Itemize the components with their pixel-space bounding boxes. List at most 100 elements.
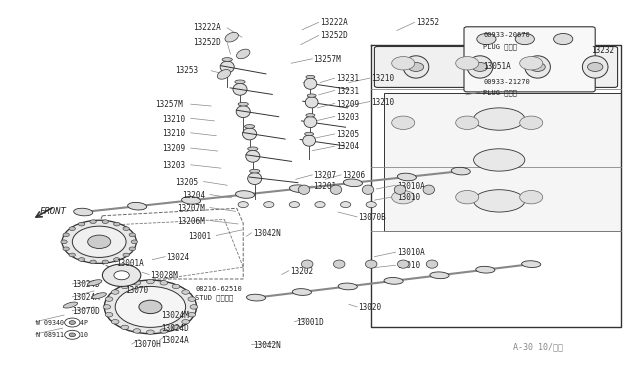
Circle shape [133, 329, 141, 333]
Text: 13222A: 13222A [193, 23, 221, 32]
Circle shape [105, 297, 113, 301]
Ellipse shape [236, 106, 250, 118]
Circle shape [114, 258, 120, 262]
Text: 13024D: 13024D [72, 280, 100, 289]
Circle shape [69, 333, 76, 337]
Circle shape [72, 226, 126, 257]
Circle shape [392, 57, 415, 70]
Text: 13024D: 13024D [161, 324, 189, 333]
Circle shape [172, 284, 180, 289]
Ellipse shape [237, 49, 250, 59]
Text: 13232: 13232 [591, 46, 614, 55]
Circle shape [554, 33, 573, 45]
Circle shape [115, 286, 186, 327]
Ellipse shape [74, 208, 93, 216]
Circle shape [63, 247, 69, 251]
Text: 13051A: 13051A [483, 62, 511, 71]
Circle shape [139, 300, 162, 314]
Ellipse shape [397, 260, 409, 268]
Circle shape [188, 297, 196, 301]
Circle shape [160, 280, 168, 285]
Text: 13207M: 13207M [177, 204, 205, 213]
Ellipse shape [233, 83, 247, 95]
Ellipse shape [307, 94, 316, 97]
Circle shape [172, 325, 180, 330]
Ellipse shape [250, 169, 260, 173]
Circle shape [147, 330, 154, 334]
Text: 13042N: 13042N [253, 229, 280, 238]
Ellipse shape [248, 147, 258, 151]
Circle shape [133, 280, 141, 285]
Ellipse shape [397, 173, 417, 181]
Text: STUD スタッド: STUD スタッド [195, 294, 234, 301]
Ellipse shape [127, 202, 147, 210]
Text: 13222A: 13222A [320, 18, 348, 27]
Ellipse shape [303, 135, 316, 146]
Text: 13231: 13231 [336, 87, 359, 96]
Circle shape [520, 190, 543, 204]
Text: 13206: 13206 [342, 171, 365, 180]
Ellipse shape [451, 167, 470, 175]
Circle shape [123, 253, 129, 257]
Ellipse shape [474, 108, 525, 130]
Text: 13070H: 13070H [133, 340, 161, 349]
Ellipse shape [220, 61, 234, 73]
Circle shape [104, 280, 196, 334]
Text: 13203: 13203 [163, 161, 186, 170]
Ellipse shape [476, 266, 495, 273]
Circle shape [69, 253, 76, 257]
Circle shape [121, 284, 129, 289]
Circle shape [69, 227, 76, 231]
Ellipse shape [236, 191, 255, 198]
Ellipse shape [330, 185, 342, 195]
Circle shape [588, 62, 603, 71]
Circle shape [472, 62, 488, 71]
Text: 13024A: 13024A [161, 336, 189, 345]
Circle shape [530, 62, 545, 71]
Ellipse shape [246, 294, 266, 301]
Text: 13210: 13210 [371, 74, 394, 83]
Ellipse shape [384, 278, 403, 284]
Circle shape [88, 235, 111, 248]
Text: FRONT: FRONT [40, 207, 67, 216]
Text: W 09340-0014P: W 09340-0014P [36, 320, 88, 326]
Circle shape [90, 260, 96, 264]
Ellipse shape [333, 260, 345, 268]
Ellipse shape [92, 293, 106, 299]
Text: 13253: 13253 [175, 66, 198, 75]
Circle shape [102, 220, 109, 224]
Circle shape [520, 116, 543, 129]
Text: PLUG プラグ: PLUG プラグ [483, 90, 517, 96]
Circle shape [456, 116, 479, 129]
Text: 13210: 13210 [163, 129, 186, 138]
Circle shape [90, 220, 96, 224]
Ellipse shape [238, 102, 248, 106]
Text: 13252: 13252 [416, 18, 439, 27]
Circle shape [160, 329, 168, 333]
Circle shape [188, 312, 196, 317]
Text: 13070B: 13070B [358, 213, 386, 222]
Ellipse shape [301, 260, 313, 268]
Circle shape [315, 202, 325, 208]
Circle shape [366, 202, 376, 208]
Text: 13203: 13203 [336, 113, 359, 122]
Circle shape [129, 247, 136, 251]
Circle shape [114, 222, 120, 226]
Circle shape [65, 318, 80, 327]
Ellipse shape [525, 56, 550, 78]
Ellipse shape [182, 196, 200, 204]
Ellipse shape [423, 185, 435, 195]
Ellipse shape [304, 116, 317, 128]
Text: 13207: 13207 [314, 171, 337, 180]
Text: 13024: 13024 [166, 253, 189, 262]
Text: 13209: 13209 [163, 144, 186, 153]
Text: 13010: 13010 [397, 262, 420, 270]
Ellipse shape [305, 132, 314, 136]
Text: 13252D: 13252D [193, 38, 221, 47]
Ellipse shape [306, 75, 315, 78]
Ellipse shape [225, 32, 238, 42]
Text: 13010A: 13010A [397, 248, 424, 257]
Circle shape [103, 305, 111, 309]
Text: 13201: 13201 [314, 182, 337, 191]
Ellipse shape [365, 260, 377, 268]
